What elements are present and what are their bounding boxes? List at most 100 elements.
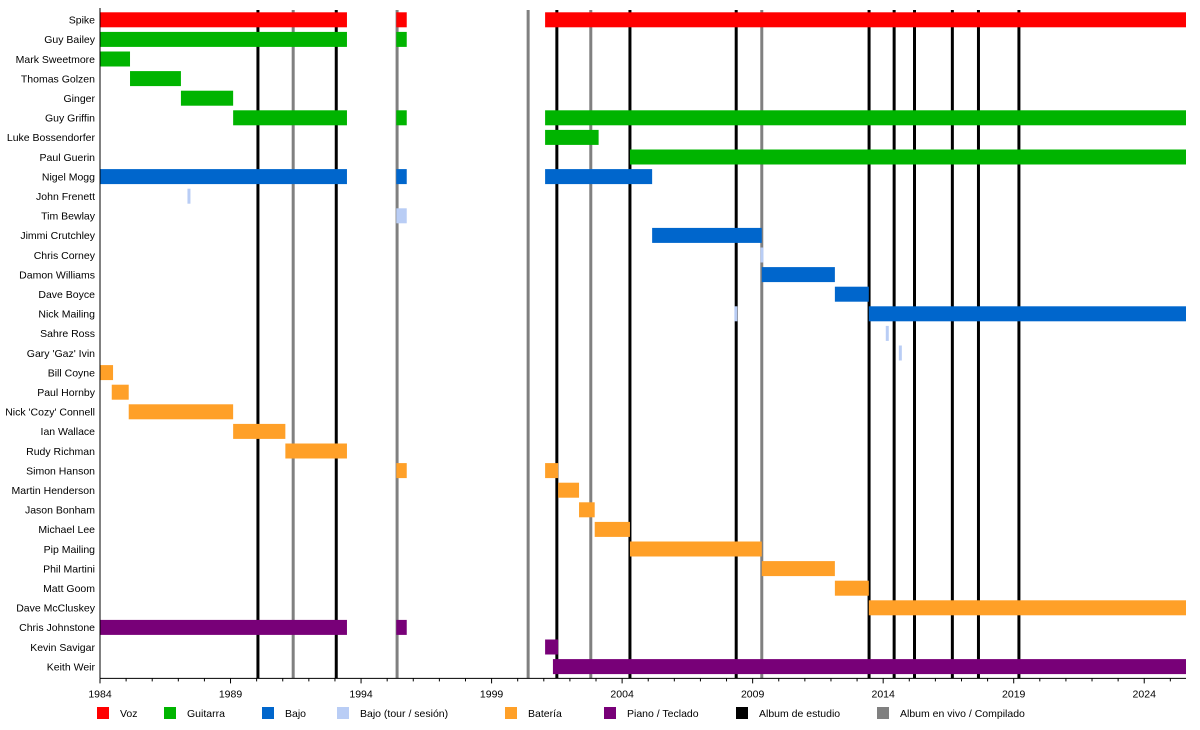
member-bar-bateria	[834, 580, 869, 596]
member-name: Michael Lee	[38, 524, 95, 536]
x-tick-label: 2014	[871, 688, 895, 700]
member-bar-bateria	[111, 384, 129, 400]
member-name: Gary 'Gaz' Ivin	[27, 348, 95, 360]
member-name: Bill Coyne	[48, 367, 95, 379]
member-bar-guitarra	[545, 129, 599, 145]
member-bar-piano	[396, 619, 407, 635]
x-tick-label: 2009	[741, 688, 765, 700]
member-bar-bajo	[545, 169, 653, 185]
member-bar-bajo	[868, 306, 1186, 322]
member-bar-piano	[545, 639, 559, 655]
member-bar-guitarra	[545, 110, 1186, 126]
x-tick-label: 1984	[88, 688, 112, 700]
member-bar-bateria	[594, 521, 630, 537]
member-bar-guitarra	[100, 31, 347, 47]
member-bar-bateria	[761, 561, 835, 577]
member-name: Chris Corney	[34, 250, 96, 262]
member-bar-bateria	[868, 600, 1186, 616]
member-bar-bajo-tour	[187, 188, 191, 204]
member-bar-bajo	[834, 286, 869, 302]
member-bar-voz	[396, 12, 407, 28]
member-bar-bajo-tour	[898, 345, 902, 361]
member-bar-bateria	[285, 443, 347, 459]
member-name: Chris Johnstone	[19, 622, 95, 634]
member-name: John Frenett	[36, 191, 95, 203]
legend-label: Piano / Teclado	[627, 708, 699, 720]
member-name: Dave Boyce	[38, 289, 95, 301]
member-bar-guitarra	[180, 90, 234, 106]
member-bar-bajo	[396, 169, 407, 185]
member-name: Paul Hornby	[37, 387, 96, 399]
member-bar-bateria	[558, 482, 580, 498]
legend-swatch-bajo	[262, 707, 274, 719]
legend-swatch-bajo-tour	[337, 707, 349, 719]
member-name: Keith Weir	[47, 661, 96, 673]
member-bars	[100, 12, 1186, 675]
x-tick-label: 2019	[1002, 688, 1026, 700]
member-name: Nick 'Cozy' Connell	[5, 407, 95, 419]
member-bar-voz	[545, 12, 1186, 28]
x-axis: 1984 1989 1994 1999 2004 2009 2014 2019 2024	[88, 8, 1186, 700]
member-name: Paul Guerin	[40, 152, 96, 164]
member-bar-bateria	[396, 463, 407, 479]
member-bar-guitarra	[100, 51, 131, 67]
member-bar-piano	[100, 619, 347, 635]
member-bar-bajo	[761, 267, 835, 283]
member-name: Nigel Mogg	[42, 171, 95, 183]
member-labels: Spike Guy Bailey Mark Sweetmore Thomas Golz…	[5, 15, 96, 674]
legend-label: Album en vivo / Compilado	[900, 708, 1025, 720]
member-bar-bajo	[100, 169, 347, 185]
legend-label: Voz	[120, 708, 138, 720]
legend-swatch-guitarra	[164, 707, 176, 719]
member-bar-guitarra	[629, 149, 1186, 165]
member-name: Jimmi Crutchley	[20, 230, 95, 242]
member-bar-guitarra	[396, 31, 407, 47]
member-bar-guitarra	[396, 110, 407, 126]
legend-label: Bajo (tour / sesión)	[360, 708, 448, 720]
legend-swatch-piano	[604, 707, 616, 719]
legend-swatch-voz	[97, 707, 109, 719]
member-bar-guitarra	[130, 71, 181, 87]
member-name: Guy Griffin	[45, 113, 95, 125]
x-tick-label: 1999	[480, 688, 504, 700]
member-name: Phil Martini	[43, 563, 95, 575]
member-name: Mark Sweetmore	[16, 54, 96, 66]
legend-label: Bajo	[285, 708, 306, 720]
member-bar-bateria	[579, 502, 595, 518]
member-bar-bateria	[100, 365, 114, 381]
legend-label: Guitarra	[187, 708, 225, 720]
member-name: Ginger	[63, 93, 95, 105]
member-bar-bajo-tour	[885, 325, 889, 341]
member-name: Kevin Savigar	[30, 642, 95, 654]
member-name: Matt Goom	[43, 583, 95, 595]
member-name: Sahre Ross	[40, 328, 95, 340]
legend-label: Album de estudio	[759, 708, 840, 720]
member-name: Dave McCluskey	[16, 603, 96, 615]
member-bar-bajo-tour	[760, 247, 764, 263]
x-tick-label: 1994	[349, 688, 373, 700]
member-bar-bajo-tour	[734, 306, 738, 322]
member-bar-bateria	[128, 404, 234, 420]
legend-label: Batería	[528, 708, 562, 720]
legend: Voz Guitarra Bajo Bajo (tour / sesión) Bater…	[97, 707, 1025, 720]
member-name: Guy Bailey	[44, 34, 96, 46]
member-bar-bateria	[233, 423, 286, 439]
member-bar-voz	[100, 12, 347, 28]
member-bar-bateria	[629, 541, 762, 557]
x-tick-label: 2024	[1133, 688, 1157, 700]
member-bar-bajo-tour	[396, 208, 407, 224]
member-bar-guitarra	[233, 110, 347, 126]
member-name: Martin Henderson	[12, 485, 96, 497]
album-lines	[256, 10, 1021, 679]
member-name: Jason Bonham	[25, 505, 95, 517]
member-name: Thomas Golzen	[21, 73, 95, 85]
member-name: Luke Bossendorfer	[7, 132, 96, 144]
member-name: Tim Bewlay	[41, 211, 96, 223]
member-name: Nick Mailing	[38, 309, 95, 321]
member-bar-bajo	[652, 227, 762, 243]
member-name: Pip Mailing	[44, 544, 96, 556]
legend-swatch-estudio	[736, 707, 748, 719]
member-name: Spike	[69, 15, 95, 27]
member-bar-piano	[552, 659, 1186, 675]
